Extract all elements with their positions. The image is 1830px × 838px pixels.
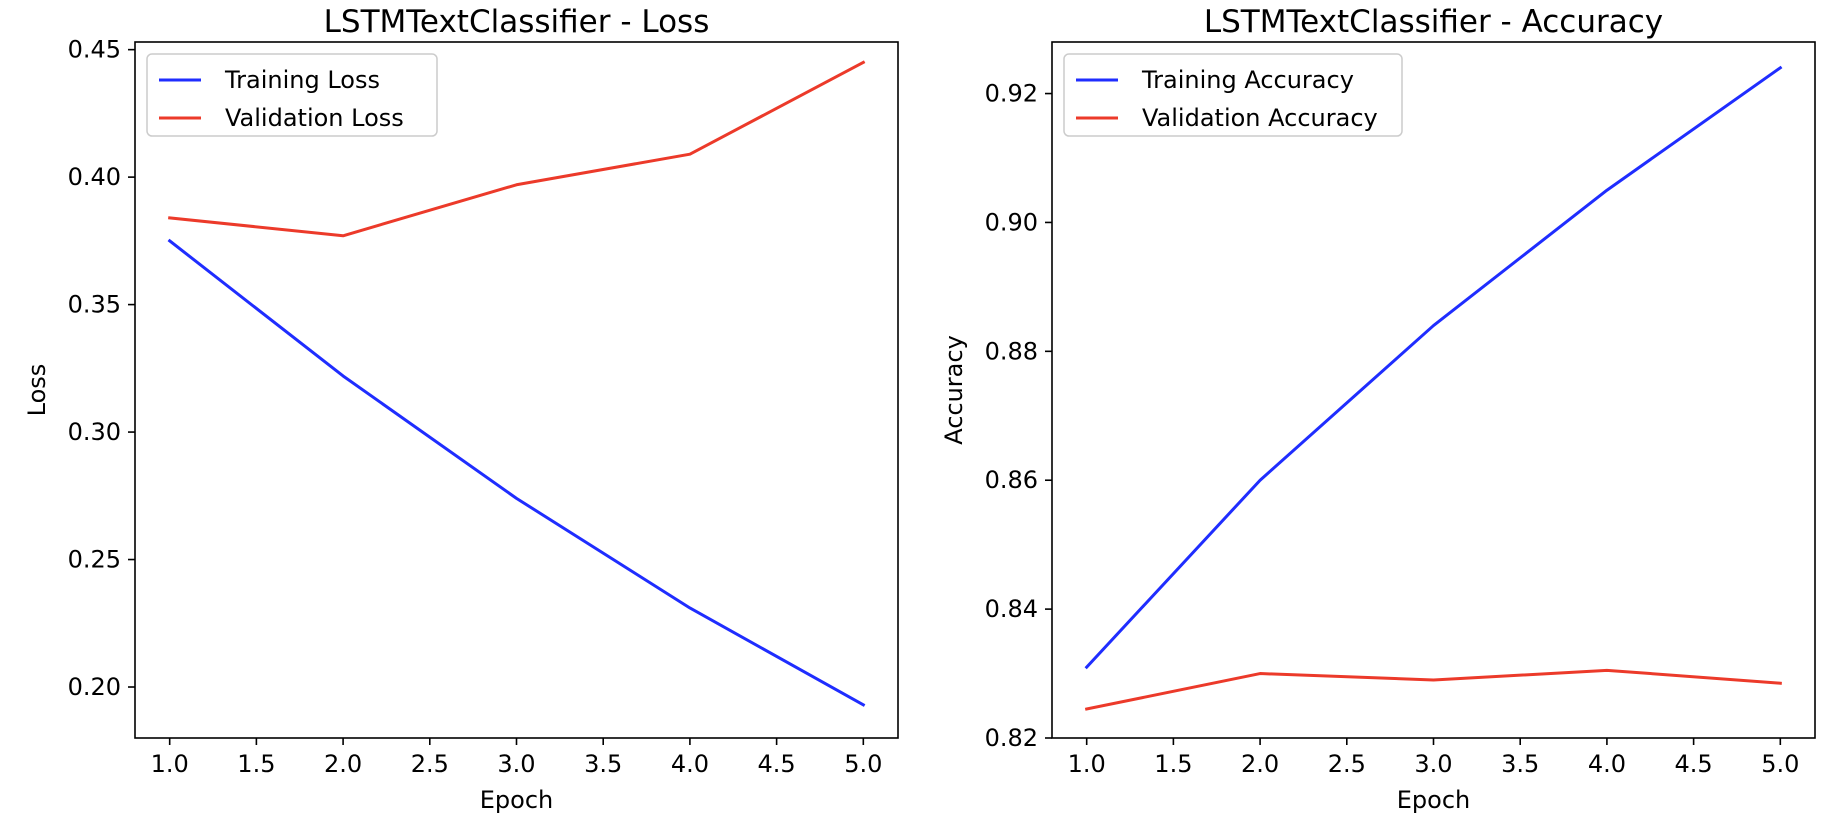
accuracy-y-tick-label: 0.84 bbox=[985, 595, 1038, 623]
accuracy-x-tick-label: 3.5 bbox=[1501, 750, 1539, 778]
loss-x-tick-label: 3.5 bbox=[584, 750, 622, 778]
loss-chart-title: LSTMTextClassifier - Loss bbox=[324, 4, 710, 40]
loss-y-tick-label: 0.45 bbox=[68, 36, 121, 64]
loss-x-tick-label: 3.0 bbox=[497, 750, 535, 778]
accuracy-series-line-training bbox=[1084, 65, 1783, 670]
loss-legend-label: Training Loss bbox=[224, 66, 380, 94]
accuracy-x-tick-label: 2.0 bbox=[1241, 750, 1279, 778]
loss-y-tick-label: 0.35 bbox=[68, 291, 121, 319]
loss-x-tick-label: 1.5 bbox=[237, 750, 275, 778]
accuracy-x-axis-label: Epoch bbox=[1397, 786, 1471, 814]
accuracy-x-tick-label: 1.0 bbox=[1068, 750, 1106, 778]
accuracy-y-tick-label: 0.82 bbox=[985, 724, 1038, 752]
accuracy-chart-title: LSTMTextClassifier - Accuracy bbox=[1204, 4, 1663, 40]
accuracy-chart: LSTMTextClassifier - Accuracy 1.0 1.5 2.0 2.… bbox=[940, 4, 1816, 814]
loss-series-line-validation bbox=[168, 60, 866, 238]
loss-axes-frame bbox=[134, 41, 899, 739]
accuracy-x-tick-label: 3.0 bbox=[1414, 750, 1452, 778]
loss-y-tick-label: 0.40 bbox=[68, 163, 121, 191]
accuracy-legend-box bbox=[1063, 53, 1403, 137]
loss-x-tick-label: 4.5 bbox=[758, 750, 796, 778]
loss-y-axis-label: Loss bbox=[23, 364, 51, 417]
loss-series-line-training bbox=[167, 238, 866, 707]
accuracy-series-line-validation bbox=[1084, 668, 1782, 711]
accuracy-x-tick-label: 4.5 bbox=[1675, 750, 1713, 778]
loss-legend-label: Validation Loss bbox=[225, 104, 404, 132]
loss-x-axis-label: Epoch bbox=[480, 786, 554, 814]
accuracy-y-axis-label: Accuracy bbox=[940, 335, 968, 445]
loss-y-tick-label: 0.30 bbox=[68, 418, 121, 446]
accuracy-x-tick-label: 2.5 bbox=[1328, 750, 1366, 778]
accuracy-legend-label: Validation Accuracy bbox=[1142, 104, 1378, 132]
accuracy-y-tick-label: 0.88 bbox=[985, 337, 1038, 365]
loss-x-tick-label: 2.5 bbox=[411, 750, 449, 778]
accuracy-legend: Training Accuracy Validation Accuracy bbox=[1063, 53, 1403, 137]
loss-y-tick-label: 0.20 bbox=[68, 673, 121, 701]
loss-chart: LSTMTextClassifier - Loss 1.0 1.5 2.0 2.5 3.0… bbox=[23, 4, 899, 814]
accuracy-axes-frame bbox=[1051, 41, 1816, 739]
loss-x-tick-label: 1.0 bbox=[151, 750, 189, 778]
accuracy-legend-label: Training Accuracy bbox=[1141, 66, 1354, 94]
accuracy-y-tick-label: 0.86 bbox=[985, 466, 1038, 494]
accuracy-y-tick-label: 0.90 bbox=[985, 208, 1038, 236]
loss-x-tick-label: 4.0 bbox=[671, 750, 709, 778]
accuracy-x-tick-label: 4.0 bbox=[1588, 750, 1626, 778]
accuracy-x-tick-label: 5.0 bbox=[1761, 750, 1799, 778]
loss-x-tick-label: 2.0 bbox=[324, 750, 362, 778]
loss-legend: Training Loss Validation Loss bbox=[146, 53, 438, 137]
loss-legend-box bbox=[146, 53, 438, 137]
loss-y-tick-label: 0.25 bbox=[68, 546, 121, 574]
loss-x-tick-label: 5.0 bbox=[844, 750, 882, 778]
accuracy-y-tick-label: 0.92 bbox=[985, 80, 1038, 108]
accuracy-x-tick-label: 1.5 bbox=[1154, 750, 1192, 778]
